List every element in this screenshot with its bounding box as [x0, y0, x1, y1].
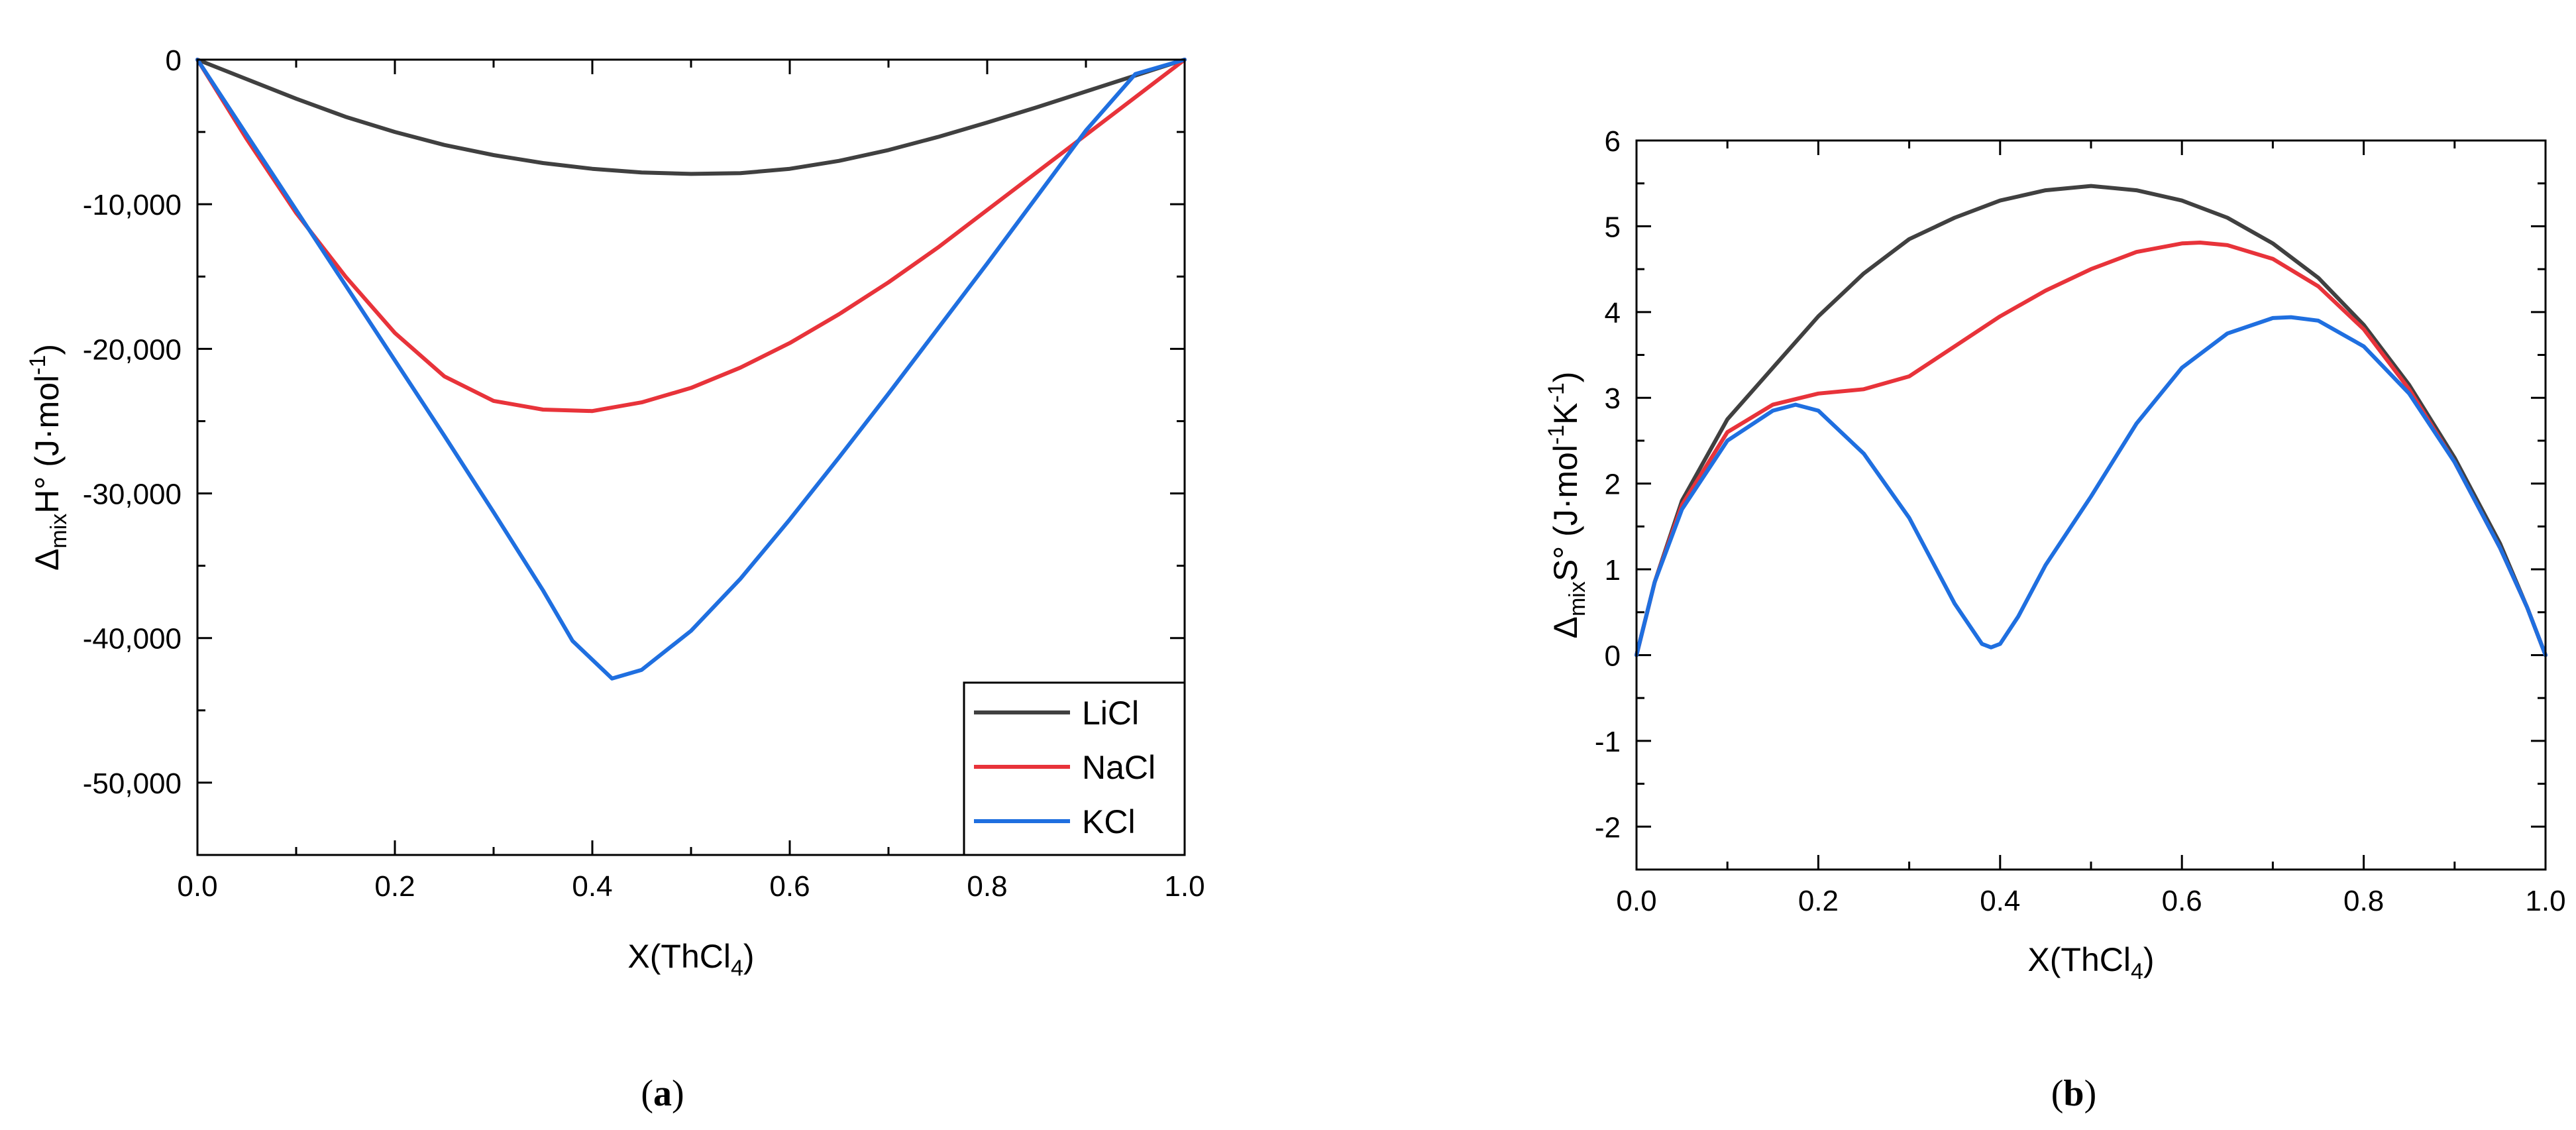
y-tick-label: 6 [1605, 125, 1621, 158]
y-tick-label: -30,000 [83, 479, 182, 511]
y-tick-label: -50,000 [83, 767, 182, 800]
y-tick-label: 2 [1605, 469, 1621, 501]
x-tick-label: 0.6 [2162, 885, 2202, 917]
x-tick-label: 0.2 [374, 870, 415, 903]
series-line-nacl [1635, 241, 2548, 657]
series-line-licl [195, 58, 1187, 176]
y-tick-label: -20,000 [83, 333, 182, 366]
x-tick-label: 0.8 [967, 870, 1007, 903]
x-tick-label: 0.4 [1980, 885, 2020, 917]
series-line-licl [1635, 184, 2548, 657]
panel-caption: (a) [641, 1073, 684, 1114]
y-tick-label: -10,000 [83, 189, 182, 221]
x-tick-label: 0.2 [1798, 885, 1839, 917]
series-line-kcl [1635, 315, 2548, 657]
series-line-kcl [195, 58, 1187, 681]
y-tick-label: 4 [1605, 297, 1621, 329]
y-tick-label: 5 [1605, 211, 1621, 243]
series-line-nacl [195, 58, 1187, 414]
legend: LiCl NaCl KCl [963, 681, 1186, 856]
x-tick-label: 0.0 [177, 870, 217, 903]
x-axis-title: X(ThCl4) [2027, 941, 2154, 984]
plot-frame [196, 58, 1186, 856]
y-tick-label: -1 [1595, 726, 1621, 758]
y-tick-label: 0 [1605, 640, 1621, 672]
y-axis-title: ΔmixH° (J·mol-1) [25, 344, 72, 571]
x-tick-label: 0.8 [2343, 885, 2384, 917]
panel-a: 0.0 0.2 0.4 0.6 0.8 1.0 0 -10,000 -20,000 -30,000… [25, 44, 1205, 1114]
x-tick-label: 1.0 [2525, 885, 2565, 917]
x-tick-label: 0.4 [572, 870, 612, 903]
panel-b: 0.0 0.2 0.4 0.6 0.8 1.0 -2 -1 0 1 2 3 4 5 6 X(ThCl4) Δmi… [1544, 125, 2566, 1114]
y-axis-title: ΔmixS° (J·mol-1K-1) [1544, 372, 1590, 639]
panel-caption: (b) [2051, 1073, 2096, 1114]
y-tick-label: 3 [1605, 382, 1621, 415]
legend-label-licl: LiCl [1082, 695, 1139, 732]
plot-frame [1635, 139, 2547, 871]
legend-label-nacl: NaCl [1082, 749, 1155, 786]
x-axis-title: X(ThCl4) [627, 938, 754, 981]
y-tick-label: -40,000 [83, 623, 182, 655]
y-tick-label: 1 [1605, 554, 1621, 587]
y-tick-label: 0 [166, 44, 182, 77]
x-tick-label: 0.0 [1616, 885, 1656, 917]
legend-label-kcl: KCl [1082, 803, 1136, 840]
x-tick-label: 1.0 [1164, 870, 1205, 903]
x-tick-label: 0.6 [769, 870, 810, 903]
y-tick-label: -2 [1595, 811, 1621, 844]
